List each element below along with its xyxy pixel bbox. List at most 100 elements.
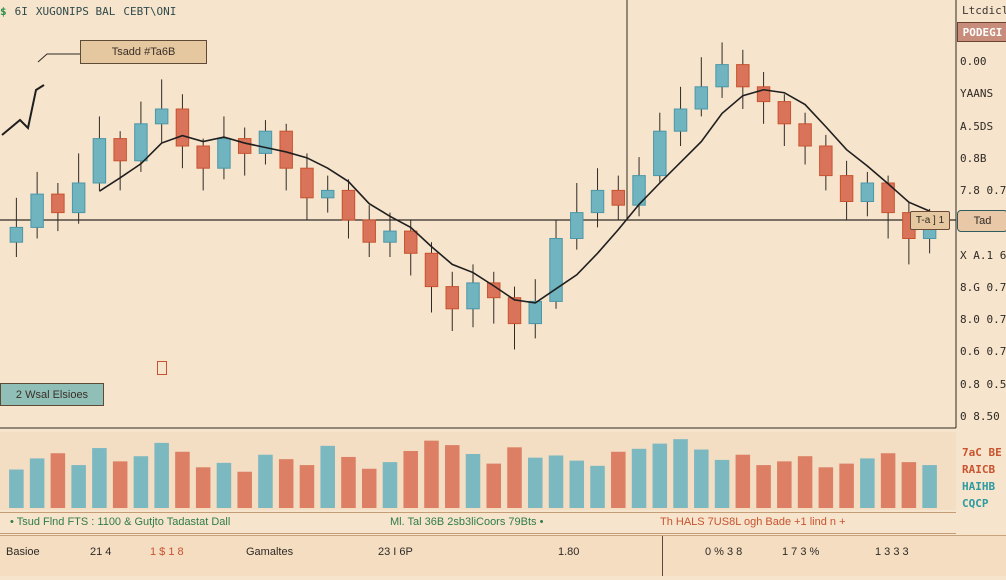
current-price-chip[interactable]: Tad xyxy=(957,210,1006,232)
volume-side-label: 7aC BE xyxy=(962,446,1002,459)
volume-bar xyxy=(237,471,252,508)
top-bar-exchange[interactable]: CEBT\ONI xyxy=(123,4,177,18)
volume-bar xyxy=(880,453,896,508)
candle xyxy=(819,134,833,191)
candle xyxy=(860,171,875,217)
candle-body-up xyxy=(217,138,231,169)
volume-bar xyxy=(507,447,522,508)
candle xyxy=(736,49,750,109)
candle xyxy=(694,57,709,117)
candle-body-up xyxy=(9,226,24,243)
candle xyxy=(341,179,356,239)
candle xyxy=(383,212,397,257)
candle-body-down xyxy=(175,108,190,147)
footer-cell-3: 1 $ 1 8 xyxy=(150,546,184,558)
volume-bar xyxy=(714,459,730,508)
volume-bar xyxy=(818,467,834,508)
footer-cell-2: 21 4 xyxy=(90,546,112,558)
volume-bar xyxy=(175,451,190,508)
candle xyxy=(528,279,542,339)
volume-bar xyxy=(341,456,356,508)
side-panel-chip[interactable]: PODEGI xyxy=(957,22,1006,42)
volume-bar xyxy=(258,454,273,508)
candle-body-down xyxy=(611,189,626,206)
footer-cell-4: Gamaltes xyxy=(246,546,294,558)
volume-bar xyxy=(860,458,875,508)
volume-bar xyxy=(673,439,688,508)
candle xyxy=(9,197,24,257)
top-bar: $ 6I XUGONIPS BAL CEBT\ONI xyxy=(0,2,300,20)
candle-body-down xyxy=(798,123,812,147)
candle xyxy=(445,271,459,331)
candle xyxy=(715,42,729,98)
footer-cell-5: 23 I 6P xyxy=(378,546,413,558)
price-axis-tick: A.5DS xyxy=(960,119,994,133)
candle-body-up xyxy=(528,300,542,325)
candle-body-down xyxy=(445,286,459,310)
candle-body-up xyxy=(694,86,709,110)
volume-bar xyxy=(777,461,792,508)
footer-cell-7: 0 % 3 8 xyxy=(705,546,743,558)
candle xyxy=(320,175,335,213)
footer-divider xyxy=(662,536,663,576)
candle-body-down xyxy=(736,64,750,88)
price-tag-text: T-a ] 1 xyxy=(915,215,945,226)
volume-bar xyxy=(382,462,398,508)
volume-bar xyxy=(424,440,439,508)
candle-body-down xyxy=(341,189,356,221)
candle xyxy=(673,86,688,146)
price-axis-tick: 7.8 0.75 xyxy=(960,184,1006,198)
volume-bar xyxy=(320,445,335,508)
volume-bar xyxy=(133,456,149,508)
volume-bar xyxy=(9,469,24,508)
volume-bar xyxy=(195,467,211,508)
price-axis-tick: 8.G 0.75 xyxy=(960,280,1006,294)
top-bar-timeframe[interactable]: 6I xyxy=(14,4,28,18)
price-axis-tick: 0 8.50 xyxy=(960,410,1000,423)
candle-body-up xyxy=(549,238,563,302)
ticker-segment-2: Ml. Tal 36B 2sb3liCoors 79Bts • xyxy=(390,516,544,528)
candle xyxy=(590,168,605,228)
footer-cell-6: 1.80 xyxy=(558,546,580,558)
candle xyxy=(113,131,127,191)
candle xyxy=(362,205,376,257)
candle-body-up xyxy=(383,230,397,243)
price-axis-tick: 0.6 0.75 xyxy=(960,345,1006,359)
candle-body-down xyxy=(300,167,314,199)
candle xyxy=(549,220,563,309)
candle xyxy=(611,175,626,220)
candle-body-up xyxy=(92,138,107,184)
footer-cell-1: Basioe xyxy=(6,546,40,558)
moving-average-layer xyxy=(98,88,930,304)
candle-body-up xyxy=(154,108,169,125)
volume-bar xyxy=(112,461,128,508)
volume-bar xyxy=(50,453,66,508)
left-spark-line xyxy=(1,84,45,136)
candle-body-up xyxy=(71,182,86,214)
price-pane xyxy=(0,0,956,428)
current-price-text: Tad xyxy=(973,215,992,227)
volume-bar xyxy=(756,465,771,508)
volume-bar xyxy=(216,462,232,508)
top-bar-market[interactable]: XUGONIPS BAL xyxy=(35,4,116,18)
volume-side-label: HAIHB xyxy=(962,480,996,493)
candle-body-up xyxy=(570,212,584,240)
volume-side-label: RAICB xyxy=(962,463,996,476)
volume-bar xyxy=(361,468,377,508)
candle-body-up xyxy=(466,282,480,310)
candles-layer xyxy=(9,42,937,350)
candle-body-up xyxy=(30,193,44,228)
side-panel-chip-text: PODEGI xyxy=(962,25,1003,39)
volume-bar xyxy=(797,456,813,508)
candle-body-down xyxy=(424,252,439,288)
candle-body-down xyxy=(196,145,210,169)
candle-body-up xyxy=(715,64,729,88)
volume-bar xyxy=(694,449,709,508)
volume-bar xyxy=(590,465,605,508)
volume-bar xyxy=(652,443,668,508)
candle-body-up xyxy=(673,108,688,132)
price-axis-tick: YAANS xyxy=(960,87,994,101)
volume-bar xyxy=(631,448,647,508)
